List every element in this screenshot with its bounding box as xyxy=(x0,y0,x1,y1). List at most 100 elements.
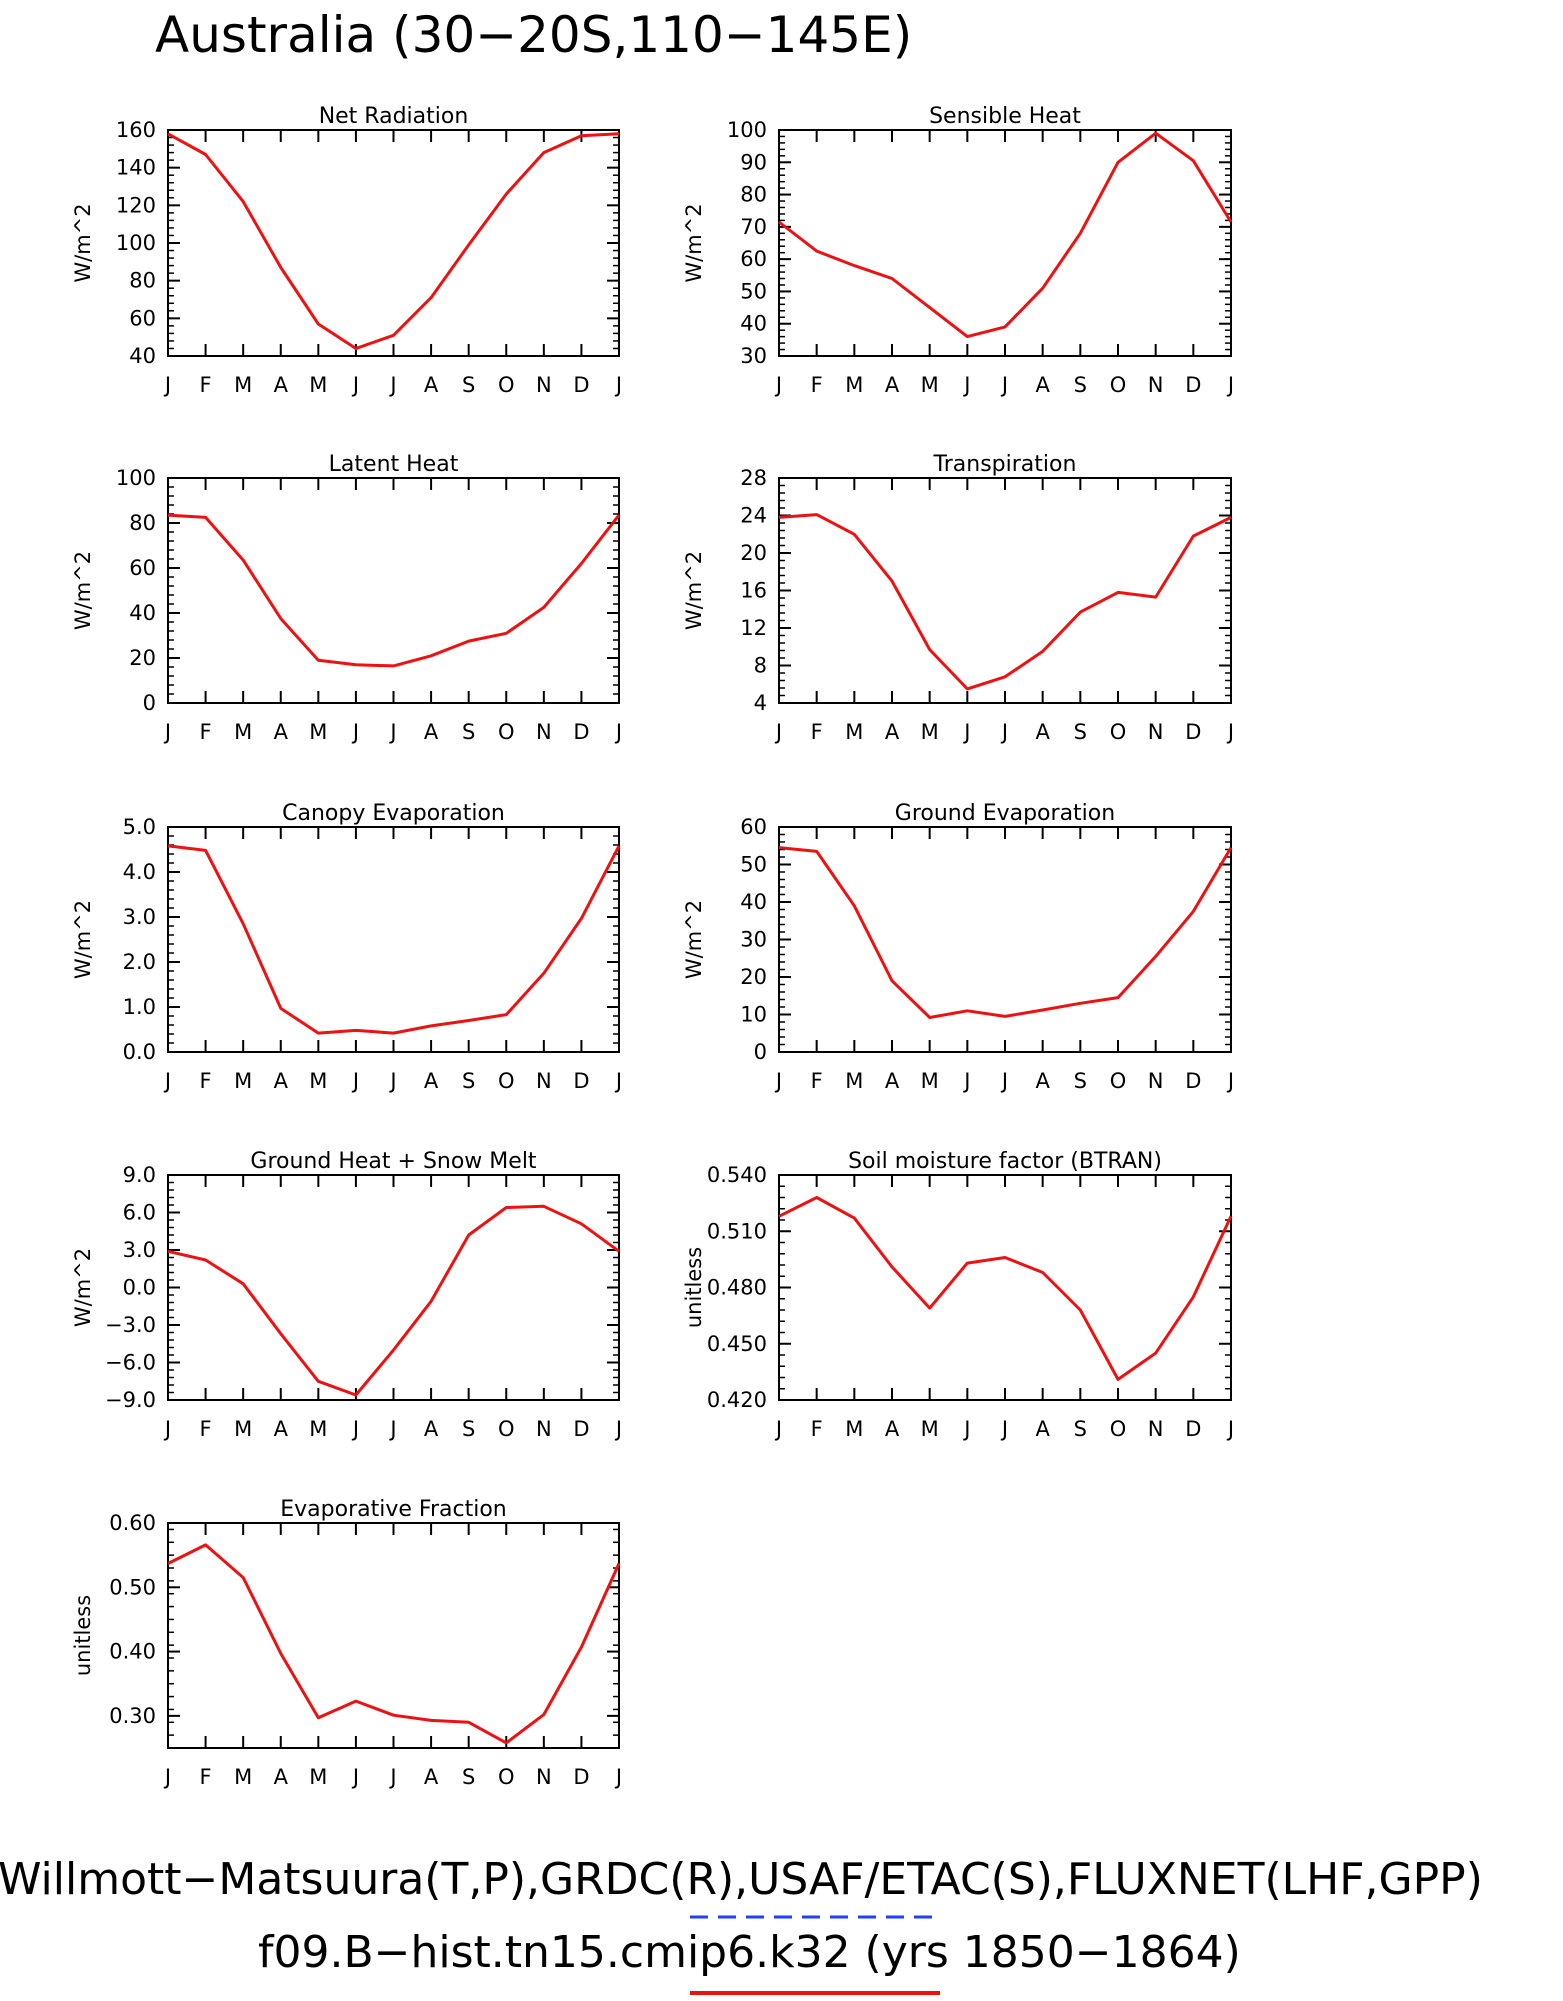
x-tick-label: J xyxy=(163,720,171,744)
y-tick-label: 20 xyxy=(129,646,156,670)
x-tick-label: J xyxy=(351,1765,359,1789)
x-tick-label: M xyxy=(234,1417,252,1441)
series-line-model xyxy=(167,1204,620,1397)
x-tick-label: J xyxy=(1226,1417,1234,1441)
x-tick-label: N xyxy=(1148,373,1164,397)
x-tick-label: A xyxy=(274,1417,289,1441)
x-tick-label: J xyxy=(351,720,359,744)
x-tick-label: N xyxy=(536,1069,552,1093)
plot-frame xyxy=(167,129,620,357)
x-tick-label: N xyxy=(536,1417,552,1441)
panel-title: Sensible Heat xyxy=(929,104,1081,129)
y-tick-label: 0 xyxy=(754,1040,767,1064)
y-tick-label: 0.30 xyxy=(109,1704,156,1728)
plot-frame xyxy=(778,477,1232,704)
x-tick-label: S xyxy=(462,1765,475,1789)
x-tick-label: M xyxy=(845,720,863,744)
x-tick-label: O xyxy=(1110,1069,1127,1093)
x-tick-label: F xyxy=(200,1765,212,1789)
y-axis-label: W/m^2 xyxy=(682,551,706,630)
x-tick-label: O xyxy=(498,720,515,744)
y-tick-label: 1.0 xyxy=(123,995,156,1019)
x-tick-label: J xyxy=(962,720,970,744)
x-tick-label: J xyxy=(1000,373,1008,397)
x-tick-label: J xyxy=(163,1069,171,1093)
x-tick-label: O xyxy=(498,1417,515,1441)
x-tick-label: J xyxy=(614,1765,622,1789)
panel-title: Ground Evaporation xyxy=(895,801,1115,826)
y-tick-label: 120 xyxy=(116,193,156,217)
x-tick-label: A xyxy=(424,373,439,397)
series-line-model xyxy=(167,1543,621,1745)
footer-model: f09.B−hist.tn15.cmip6.k32 (yrs 1850−1864… xyxy=(258,1927,1241,1978)
y-tick-label: 0.0 xyxy=(123,1276,156,1300)
x-tick-label: J xyxy=(614,1417,622,1441)
x-tick-label: N xyxy=(1148,720,1164,744)
x-tick-label: M xyxy=(845,1417,863,1441)
x-tick-label: J xyxy=(351,373,359,397)
x-tick-label: A xyxy=(885,1417,900,1441)
y-axis-label: W/m^2 xyxy=(682,900,706,979)
y-axis-label: W/m^2 xyxy=(71,203,95,282)
series-line-model xyxy=(778,131,1233,339)
x-tick-label: F xyxy=(811,373,823,397)
x-tick-label: A xyxy=(885,720,900,744)
plot-frame xyxy=(167,826,620,1053)
y-tick-label: 100 xyxy=(116,231,156,255)
x-tick-label: D xyxy=(573,1765,589,1789)
plot-frame xyxy=(778,1174,1232,1401)
y-tick-label: 160 xyxy=(116,118,156,142)
x-tick-label: J xyxy=(388,1417,396,1441)
x-tick-label: S xyxy=(462,720,475,744)
x-tick-label: O xyxy=(498,1069,515,1093)
x-tick-label: M xyxy=(921,720,939,744)
panel-title: Ground Heat + Snow Melt xyxy=(250,1149,537,1174)
x-tick-label: A xyxy=(424,1765,439,1789)
y-tick-label: 90 xyxy=(740,150,767,174)
x-tick-label: F xyxy=(811,720,823,744)
x-tick-label: S xyxy=(462,1417,475,1441)
panel-title: Canopy Evaporation xyxy=(282,801,505,826)
x-tick-label: M xyxy=(845,1069,863,1093)
series-line-model xyxy=(167,132,620,350)
x-tick-label: M xyxy=(921,1069,939,1093)
x-tick-label: J xyxy=(388,720,396,744)
x-tick-label: F xyxy=(200,373,212,397)
x-tick-label: J xyxy=(388,1069,396,1093)
x-tick-label: S xyxy=(1074,720,1087,744)
y-tick-label: −9.0 xyxy=(105,1388,156,1412)
x-tick-label: N xyxy=(1148,1417,1164,1441)
x-tick-label: O xyxy=(498,1765,515,1789)
x-tick-label: A xyxy=(1035,1417,1050,1441)
x-tick-label: O xyxy=(1110,720,1127,744)
x-tick-label: S xyxy=(462,1069,475,1093)
y-tick-label: 0.0 xyxy=(123,1040,156,1064)
y-tick-label: 24 xyxy=(740,504,767,528)
y-tick-label: 0.510 xyxy=(707,1219,767,1243)
x-tick-label: J xyxy=(774,720,782,744)
y-tick-label: 80 xyxy=(129,269,156,293)
x-tick-label: D xyxy=(1185,1417,1201,1441)
y-tick-label: 50 xyxy=(740,853,767,877)
y-tick-label: 2.0 xyxy=(123,950,156,974)
y-tick-label: 20 xyxy=(740,541,767,565)
y-tick-label: 40 xyxy=(740,312,767,336)
x-tick-label: M xyxy=(234,373,252,397)
y-tick-label: 60 xyxy=(740,815,767,839)
x-tick-label: J xyxy=(614,720,622,744)
x-tick-label: A xyxy=(424,1069,439,1093)
y-axis-label: W/m^2 xyxy=(71,1248,95,1327)
y-axis-label: unitless xyxy=(682,1247,706,1328)
series-line-model xyxy=(167,844,621,1035)
x-tick-label: J xyxy=(962,1417,970,1441)
y-tick-label: 70 xyxy=(740,215,767,239)
x-tick-label: A xyxy=(1035,1069,1050,1093)
y-tick-label: 0.480 xyxy=(707,1276,767,1300)
x-tick-label: M xyxy=(845,373,863,397)
y-tick-label: 4.0 xyxy=(123,860,156,884)
